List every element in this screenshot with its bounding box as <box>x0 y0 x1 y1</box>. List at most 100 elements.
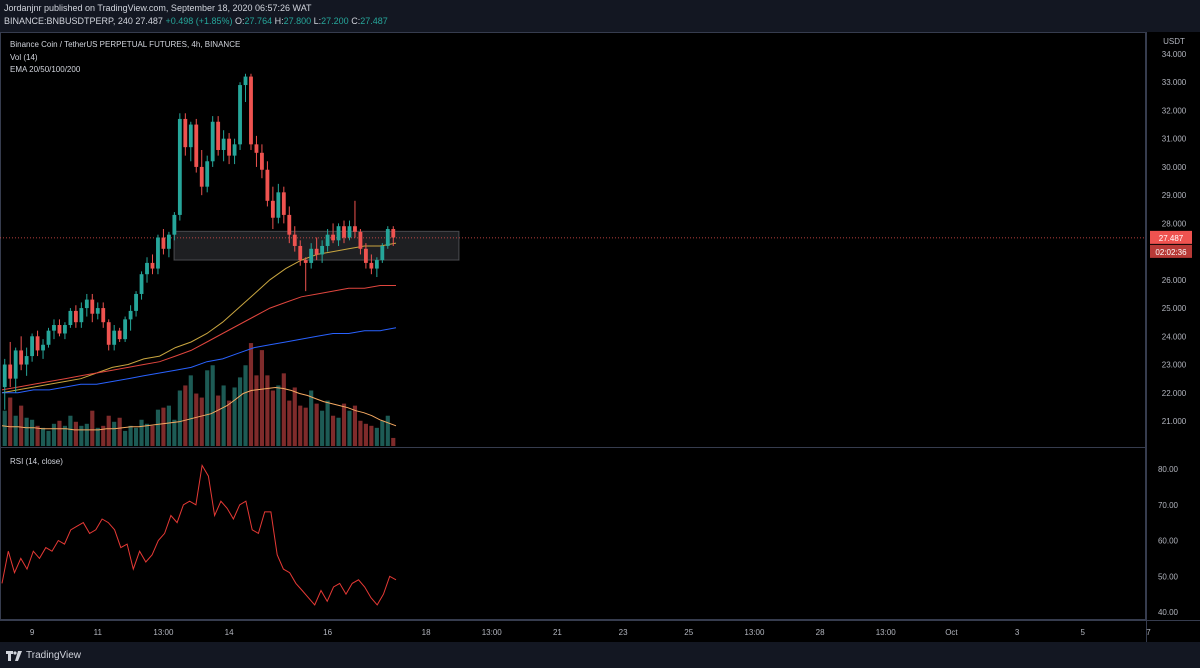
candle-body <box>391 229 396 238</box>
high-value: 27.800 <box>283 16 312 26</box>
volume-bar <box>161 407 166 446</box>
price-tick-label: 33.000 <box>1162 78 1187 87</box>
volume-bar <box>117 417 122 446</box>
candle-body <box>101 308 106 323</box>
rsi-tick-label: 80.00 <box>1158 465 1179 474</box>
volume-bar <box>243 365 248 446</box>
volume-bar <box>95 427 100 446</box>
volume-bar <box>188 375 193 446</box>
rsi-axis[interactable] <box>1146 448 1200 620</box>
tradingview-logo[interactable]: TradingView <box>6 650 81 661</box>
volume-bar <box>101 425 106 446</box>
candle-body <box>342 226 346 238</box>
volume-bar <box>150 425 155 446</box>
volume-bar <box>391 437 396 446</box>
time-tick-label: 18 <box>422 628 431 637</box>
header-bar <box>0 0 1200 32</box>
volume-bar <box>177 390 182 446</box>
price-tick-label: 26.000 <box>1162 276 1187 285</box>
candle-body <box>166 234 171 249</box>
volume-bar <box>133 427 139 446</box>
candle-body <box>112 330 117 345</box>
time-tick-label: Oct <box>945 628 958 637</box>
candle-body <box>95 308 100 314</box>
candle-body <box>331 234 335 241</box>
volume-bar <box>221 385 226 446</box>
tradingview-logo-icon <box>6 650 22 661</box>
symbol-label: BINANCE:BNBUSDTPERP, 240 <box>4 16 133 26</box>
candle-body <box>52 325 56 331</box>
time-tick-label: 16 <box>323 628 332 637</box>
volume-bar <box>298 405 303 446</box>
rsi-line <box>1 463 397 606</box>
candle-body <box>221 138 226 150</box>
chart-title: Binance Coin / TetherUS PERPETUAL FUTURE… <box>10 40 241 49</box>
ema-line-3 <box>2 327 397 394</box>
candle-body <box>353 226 357 232</box>
candle-body <box>123 319 128 340</box>
candle-body <box>320 245 325 255</box>
candle-body <box>232 144 237 156</box>
volume-bar <box>292 387 297 446</box>
candle-body <box>336 226 341 241</box>
volume-bar <box>314 403 319 446</box>
high-label: H: <box>274 16 284 26</box>
time-tick-label: 28 <box>816 628 825 637</box>
price-tick-label: 32.000 <box>1162 106 1187 115</box>
candle-body <box>199 166 204 187</box>
price-tick-label: 21.000 <box>1162 417 1187 426</box>
volume-bar <box>8 397 13 446</box>
rsi-tick-label: 50.00 <box>1158 572 1179 581</box>
volume-bar <box>254 375 259 446</box>
price-pane[interactable] <box>0 32 1146 448</box>
symbol-ohlc-line: BINANCE:BNBUSDTPERP, 240 27.487 +0.498 (… <box>4 16 388 26</box>
volume-bar <box>30 419 35 446</box>
volume-bar <box>13 415 18 446</box>
candle-body <box>216 121 221 150</box>
price-tick-label: 22.000 <box>1162 389 1187 398</box>
volume-bar <box>24 417 29 446</box>
volume-bar <box>265 375 270 446</box>
close-value: 27.487 <box>360 16 388 26</box>
volume-bar <box>51 423 57 446</box>
volume-bar <box>336 417 341 446</box>
volume-bar <box>68 415 73 446</box>
time-tick-label: 3 <box>1015 628 1020 637</box>
volume-bar <box>123 430 128 446</box>
price-tick-label: 28.000 <box>1162 219 1187 228</box>
volume-legend: Vol (14) <box>10 53 38 62</box>
candle-body <box>260 152 264 170</box>
ema-legend: EMA 20/50/100/200 <box>10 65 81 74</box>
candle-body <box>243 76 248 86</box>
volume-bar <box>237 377 243 446</box>
countdown-tag-label: 02:02:36 <box>1155 248 1187 257</box>
volume-bar <box>287 400 292 446</box>
volume-bar <box>166 405 171 446</box>
volume-bar <box>270 390 275 446</box>
candle-body <box>265 169 270 201</box>
last-price-tag-label: 27.487 <box>1159 234 1184 243</box>
volume-bar <box>281 373 286 446</box>
candle-body <box>205 161 210 187</box>
candle-body <box>249 76 253 145</box>
volume-bar <box>79 425 84 446</box>
price-axis-unit: USDT <box>1163 37 1185 46</box>
volume-bar <box>330 415 336 446</box>
time-axis[interactable] <box>0 620 1146 643</box>
rsi-tick-label: 60.00 <box>1158 537 1179 546</box>
rsi-pane[interactable] <box>0 448 1146 620</box>
price-tick-label: 31.000 <box>1162 135 1187 144</box>
close-label: C: <box>351 16 361 26</box>
volume-bar <box>380 420 385 446</box>
candle-body <box>385 229 390 246</box>
candle-body <box>68 310 73 326</box>
rsi-tick-label: 40.00 <box>1158 608 1179 617</box>
candle-body <box>19 350 24 365</box>
candle-body <box>156 237 160 269</box>
candle-body <box>73 310 78 323</box>
ema-line-1 <box>1 242 397 394</box>
volume-bar <box>347 410 352 446</box>
volume-bar <box>248 343 254 446</box>
candle-body <box>358 231 363 249</box>
volume-bar <box>172 419 177 446</box>
